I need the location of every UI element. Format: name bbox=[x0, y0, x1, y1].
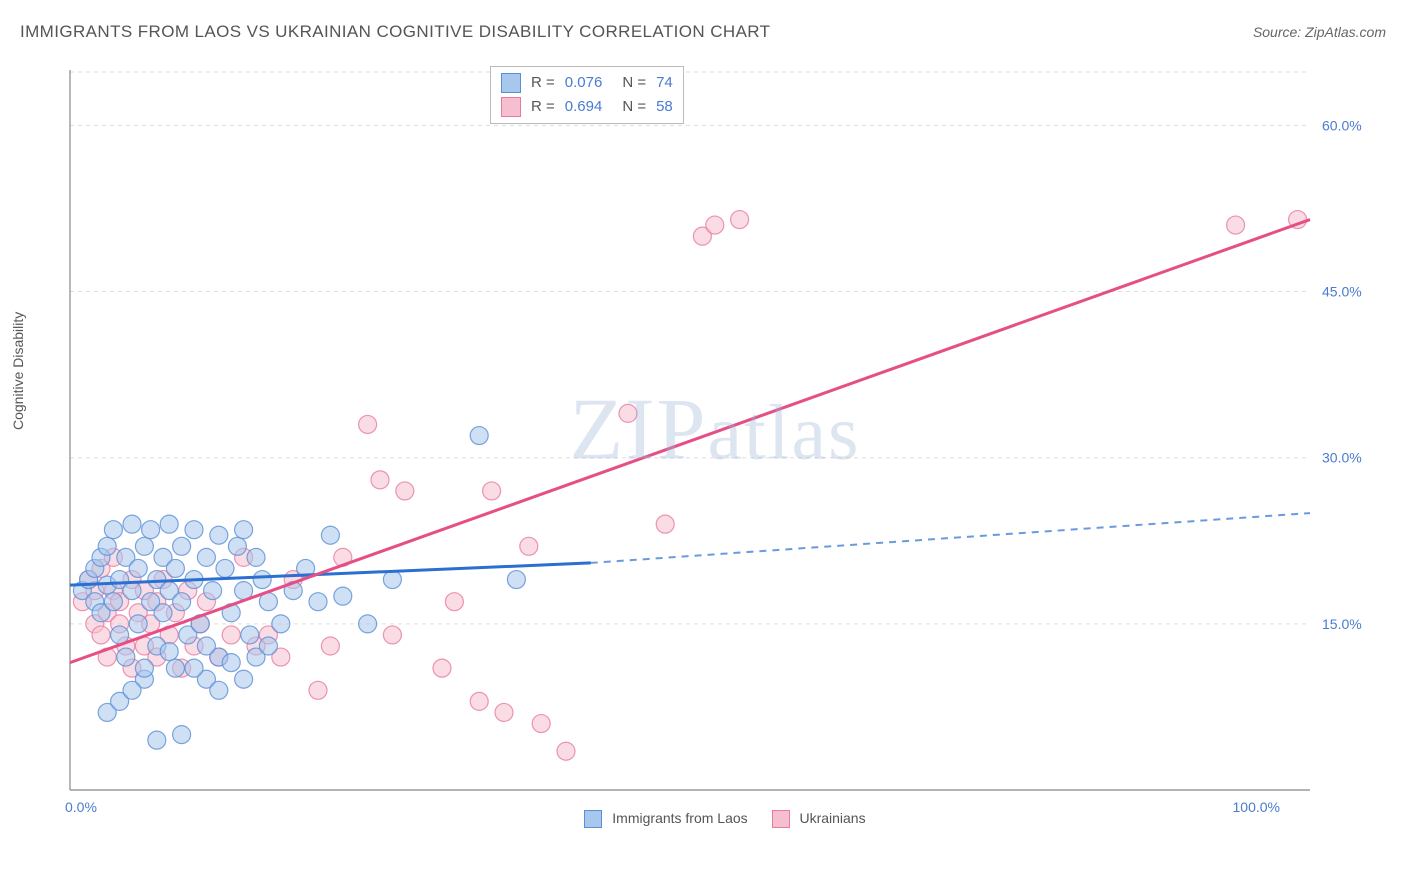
svg-text:60.0%: 60.0% bbox=[1322, 117, 1362, 133]
y-axis-label: Cognitive Disability bbox=[10, 312, 26, 430]
source-label: Source: ZipAtlas.com bbox=[1253, 24, 1386, 40]
x-legend: Immigrants from Laos Ukrainians bbox=[50, 810, 1380, 828]
scatter-plot: 15.0%30.0%45.0%60.0%0.0%100.0% bbox=[50, 60, 1380, 830]
correlation-legend: R =0.076 N =74 R =0.694 N =58 bbox=[490, 66, 684, 124]
svg-text:45.0%: 45.0% bbox=[1322, 284, 1362, 300]
page-title: IMMIGRANTS FROM LAOS VS UKRAINIAN COGNIT… bbox=[20, 22, 770, 42]
legend-label-a: Immigrants from Laos bbox=[612, 810, 747, 826]
chart: 15.0%30.0%45.0%60.0%0.0%100.0% ZIPatlas … bbox=[50, 60, 1380, 830]
legend-label-b: Ukrainians bbox=[799, 810, 865, 826]
legend-swatch-b bbox=[772, 810, 790, 828]
legend-swatch-a bbox=[584, 810, 602, 828]
svg-text:15.0%: 15.0% bbox=[1322, 616, 1362, 632]
svg-text:30.0%: 30.0% bbox=[1322, 450, 1362, 466]
